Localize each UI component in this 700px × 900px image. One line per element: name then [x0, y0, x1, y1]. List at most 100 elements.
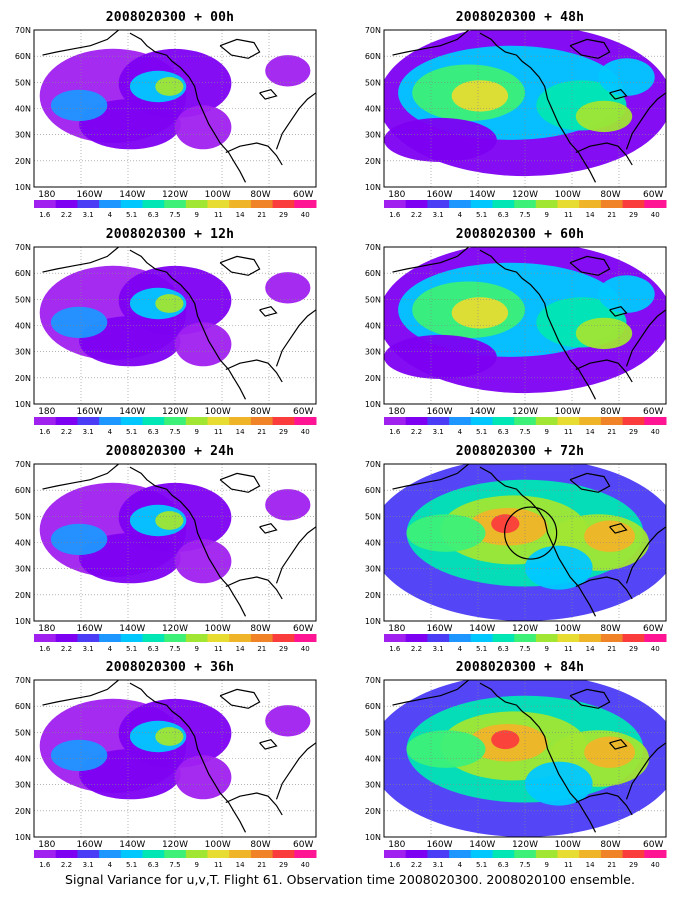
colorbar-label: 9: [194, 428, 198, 436]
lat-label: 60N: [15, 269, 31, 278]
colorbar-label: 21: [257, 861, 266, 869]
panel-24h: 2008020300 + 24h 70N 60N 50N 40N 30N 20N 10N 18…: [0, 444, 340, 654]
colorbar-label: 4: [458, 428, 463, 436]
colorbar-label: 9: [194, 211, 198, 219]
lon-label: 160W: [426, 840, 452, 850]
colorbar-segment: [55, 200, 78, 208]
lon-label: 60W: [293, 840, 313, 850]
colorbar-segment: [34, 634, 57, 642]
colorbar-segment: [384, 850, 407, 858]
colorbar-segment: [427, 850, 450, 858]
colorbar-segment: [579, 850, 602, 858]
map-grid: [384, 464, 666, 621]
lon-label: 140W: [119, 190, 145, 200]
lon-label: 120W: [162, 407, 188, 417]
colorbar-segment: [120, 634, 143, 642]
lat-label: 20N: [365, 374, 381, 383]
colorbar-segment: [557, 850, 580, 858]
colorbar-segment: [427, 417, 450, 425]
lon-label: 100W: [555, 407, 581, 417]
colorbar-label: 1.6: [389, 861, 401, 869]
lon-label: 160W: [76, 840, 102, 850]
colorbar-label: 2.2: [61, 428, 72, 436]
colorbar-label: 6.3: [498, 645, 509, 653]
colorbar-label: 29: [279, 645, 288, 653]
variance-shading: [384, 30, 666, 177]
map-grid: [34, 464, 316, 621]
lon-label: 140W: [469, 407, 495, 417]
colorbar-segment: [535, 417, 558, 425]
variance-shading: [384, 464, 666, 621]
coastline: [392, 247, 666, 400]
colorbar-segment: [207, 417, 230, 425]
lat-label: 20N: [15, 374, 31, 383]
colorbar-label: 5.1: [126, 211, 137, 219]
colorbar-label: 3.1: [433, 428, 444, 436]
colorbar-label: 3.1: [83, 211, 94, 219]
lon-label: 120W: [162, 624, 188, 634]
lon-label: 160W: [426, 407, 452, 417]
colorbar-label: 4: [108, 645, 113, 653]
colorbar-segment: [250, 634, 274, 642]
colorbar-segment: [99, 417, 122, 425]
colorbar-label: 5.1: [126, 428, 137, 436]
lon-label: 80W: [600, 840, 620, 850]
lat-label: 60N: [15, 486, 31, 495]
colorbar-segment: [294, 634, 317, 642]
lat-label: 50N: [365, 78, 381, 87]
colorbar-segment: [579, 634, 602, 642]
variance-shading: [39, 482, 311, 584]
lon-label: 180: [38, 190, 55, 200]
lat-label: 60N: [365, 269, 381, 278]
lat-label: 70N: [365, 460, 381, 469]
lon-label: 140W: [119, 840, 145, 850]
colorbar-segment: [557, 634, 580, 642]
map-svg: 70N 60N 50N 40N 30N 20N 10N 180 160W 140W 120W 100W…: [15, 26, 317, 219]
panel-00h: 2008020300 + 00h 70N 60N 50N 40N 30N 20N 10N 18…: [0, 10, 340, 220]
colorbar-segment: [272, 850, 295, 858]
colorbar-label: 5.1: [476, 861, 487, 869]
map-grid: [384, 247, 666, 404]
lat-label: 10N: [365, 833, 381, 842]
colorbar-label: 29: [279, 428, 288, 436]
colorbar-segment: [77, 634, 100, 642]
colorbar-label: 3.1: [83, 861, 94, 869]
lat-label: 40N: [15, 322, 31, 331]
colorbar-label: 9: [544, 645, 548, 653]
colorbar-label: 14: [236, 861, 245, 869]
colorbar-label: 14: [586, 211, 595, 219]
colorbar-label: 5.1: [126, 645, 137, 653]
map-grid: [34, 247, 316, 404]
colorbar-label: 7.5: [519, 861, 530, 869]
coastline: [42, 247, 316, 400]
colorbar-label: 9: [194, 645, 198, 653]
coastline: [392, 30, 666, 183]
colorbar-segment: [384, 634, 407, 642]
panel-title: 2008020300 + 24h: [105, 444, 235, 459]
lat-label: 40N: [15, 539, 31, 548]
lon-label: 120W: [162, 190, 188, 200]
lon-label: 80W: [250, 840, 270, 850]
lon-label: 140W: [469, 624, 495, 634]
colorbar-label: 14: [586, 861, 595, 869]
colorbar-segment: [164, 634, 187, 642]
colorbar-label: 9: [194, 861, 198, 869]
colorbar-label: 4: [458, 645, 463, 653]
lat-label: 50N: [15, 512, 31, 521]
colorbar-label: 9: [544, 861, 548, 869]
colorbar-segment: [34, 850, 57, 858]
colorbar-segment: [207, 200, 230, 208]
lat-label: 70N: [15, 460, 31, 469]
colorbar-label: 2.2: [411, 428, 422, 436]
colorbar-segment: [449, 200, 472, 208]
lon-label: 120W: [162, 840, 188, 850]
lon-label: 100W: [205, 407, 231, 417]
lat-label: 40N: [365, 539, 381, 548]
lat-label: 60N: [15, 52, 31, 61]
colorbar-segment: [229, 200, 252, 208]
colorbar-label: 40: [651, 861, 660, 869]
colorbar-segment: [250, 417, 274, 425]
colorbar-label: 11: [564, 428, 573, 436]
lon-label: 60W: [643, 624, 663, 634]
colorbar-label: 4: [458, 211, 463, 219]
